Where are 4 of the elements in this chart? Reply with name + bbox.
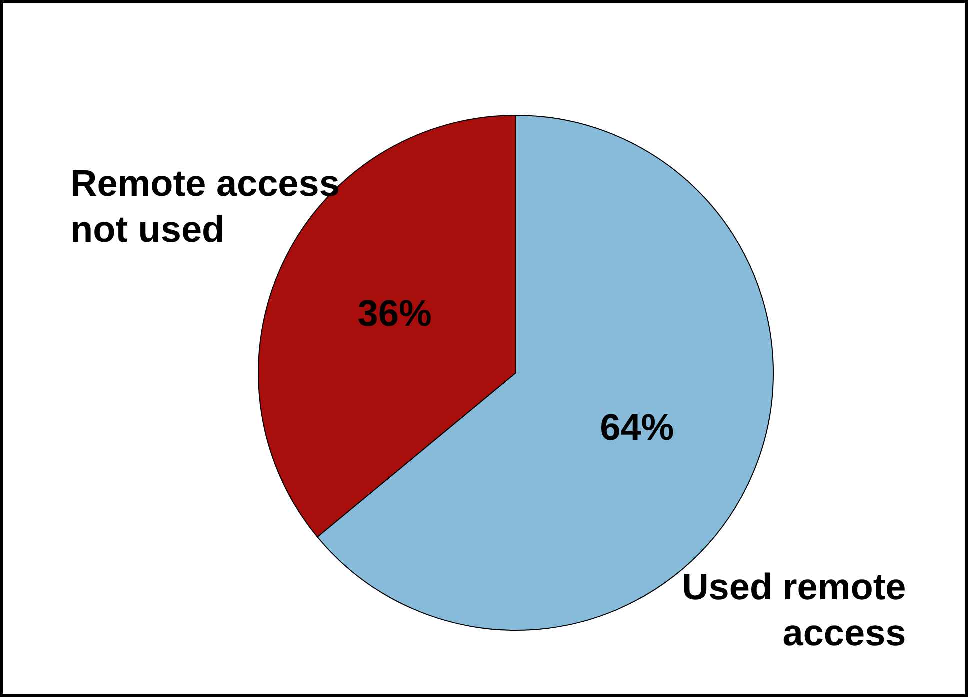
data-label: 64% — [600, 407, 674, 448]
slice-label: Used remote access — [682, 566, 906, 654]
data-label: 36% — [358, 293, 432, 334]
slice-label: Remote access not used — [70, 163, 340, 250]
